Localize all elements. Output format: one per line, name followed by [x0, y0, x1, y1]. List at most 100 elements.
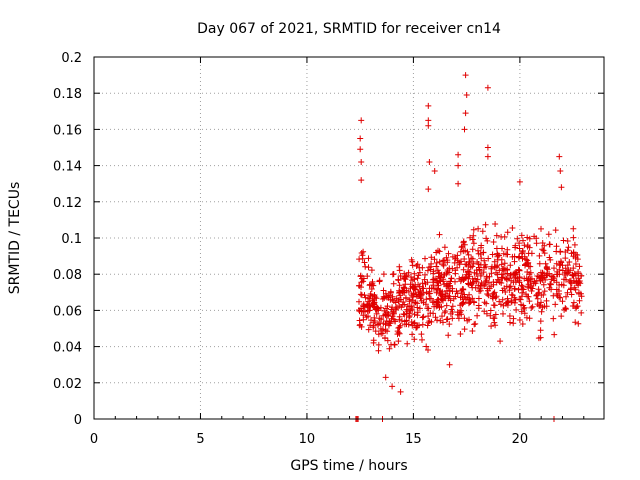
- data-point: [446, 280, 452, 287]
- data-point: [428, 295, 434, 302]
- data-point: [567, 279, 574, 286]
- data-point: [442, 308, 449, 315]
- data-point: [460, 238, 467, 245]
- data-point: [478, 242, 485, 249]
- data-point: [504, 267, 511, 273]
- data-point: [382, 374, 389, 381]
- data-point: [409, 277, 416, 284]
- data-points: [352, 72, 585, 422]
- data-point: [384, 337, 391, 344]
- data-point: [494, 256, 501, 263]
- data-point: [479, 228, 486, 235]
- data-point: [475, 225, 482, 232]
- data-point: [475, 305, 482, 312]
- data-point: [507, 262, 514, 269]
- data-point: [432, 314, 439, 321]
- data-point: [467, 264, 474, 271]
- data-point: [541, 288, 548, 295]
- data-point: [518, 250, 525, 257]
- data-point: [536, 260, 543, 267]
- data-point: [504, 229, 511, 236]
- data-point: [470, 226, 477, 233]
- data-point: [534, 295, 541, 302]
- data-point: [575, 269, 582, 275]
- data-point: [510, 315, 517, 322]
- data-point: [485, 292, 492, 299]
- data-point: [460, 299, 467, 306]
- data-point: [572, 305, 579, 312]
- data-point: [396, 287, 403, 294]
- data-point: [510, 279, 517, 286]
- data-point: [389, 310, 396, 317]
- data-point: [397, 296, 404, 303]
- data-point: [462, 72, 469, 79]
- data-point: [485, 255, 492, 262]
- data-point: [570, 299, 577, 306]
- data-point: [426, 288, 433, 295]
- data-point: [527, 269, 534, 276]
- data-point: [436, 258, 443, 265]
- data-point: [495, 252, 502, 259]
- data-point: [436, 270, 443, 277]
- data-point: [450, 295, 457, 302]
- data-point: [402, 273, 409, 280]
- data-point: [507, 271, 514, 278]
- data-point: [416, 292, 423, 299]
- data-point: [463, 92, 470, 98]
- data-point: [516, 253, 523, 260]
- data-point: [508, 299, 515, 306]
- data-point: [388, 341, 394, 348]
- data-point: [543, 297, 550, 304]
- data-point: [539, 246, 546, 253]
- data-point: [504, 295, 511, 302]
- data-point: [403, 295, 409, 302]
- data-point: [487, 312, 494, 319]
- data-point: [414, 312, 421, 319]
- data-point: [360, 316, 367, 323]
- data-point: [396, 263, 403, 270]
- data-point: [358, 250, 365, 256]
- data-point: [556, 266, 563, 273]
- data-point: [571, 241, 578, 248]
- data-point: [500, 271, 507, 278]
- data-point: [570, 225, 577, 232]
- data-point: [379, 326, 386, 333]
- data-point: [516, 178, 523, 185]
- data-point: [525, 259, 532, 266]
- data-point: [453, 288, 460, 295]
- data-point: [476, 285, 483, 292]
- data-point: [507, 319, 513, 326]
- data-point: [420, 290, 427, 297]
- data-point: [516, 317, 523, 323]
- data-point: [396, 324, 403, 331]
- data-point: [562, 272, 569, 278]
- data-point: [461, 315, 468, 322]
- data-point: [491, 258, 498, 265]
- data-point: [578, 293, 585, 300]
- data-point: [437, 274, 444, 281]
- data-point: [431, 168, 438, 174]
- data-point: [523, 291, 529, 298]
- data-point: [365, 255, 372, 262]
- data-point: [396, 330, 403, 337]
- data-point: [361, 303, 368, 310]
- data-point: [358, 305, 364, 312]
- data-point: [460, 248, 467, 255]
- data-point: [406, 303, 413, 310]
- data-point: [497, 301, 504, 308]
- data-point: [368, 317, 374, 324]
- data-point: [480, 249, 487, 256]
- data-point: [365, 313, 371, 320]
- data-point: [489, 293, 496, 300]
- data-point: [464, 248, 471, 255]
- data-point: [537, 318, 544, 325]
- data-point: [571, 284, 578, 291]
- data-point: [511, 294, 518, 301]
- data-point: [570, 250, 577, 257]
- data-point: [494, 271, 501, 278]
- data-point: [472, 275, 478, 282]
- data-point: [440, 257, 446, 264]
- data-point: [419, 336, 425, 343]
- data-point: [395, 276, 402, 283]
- data-point: [511, 270, 518, 277]
